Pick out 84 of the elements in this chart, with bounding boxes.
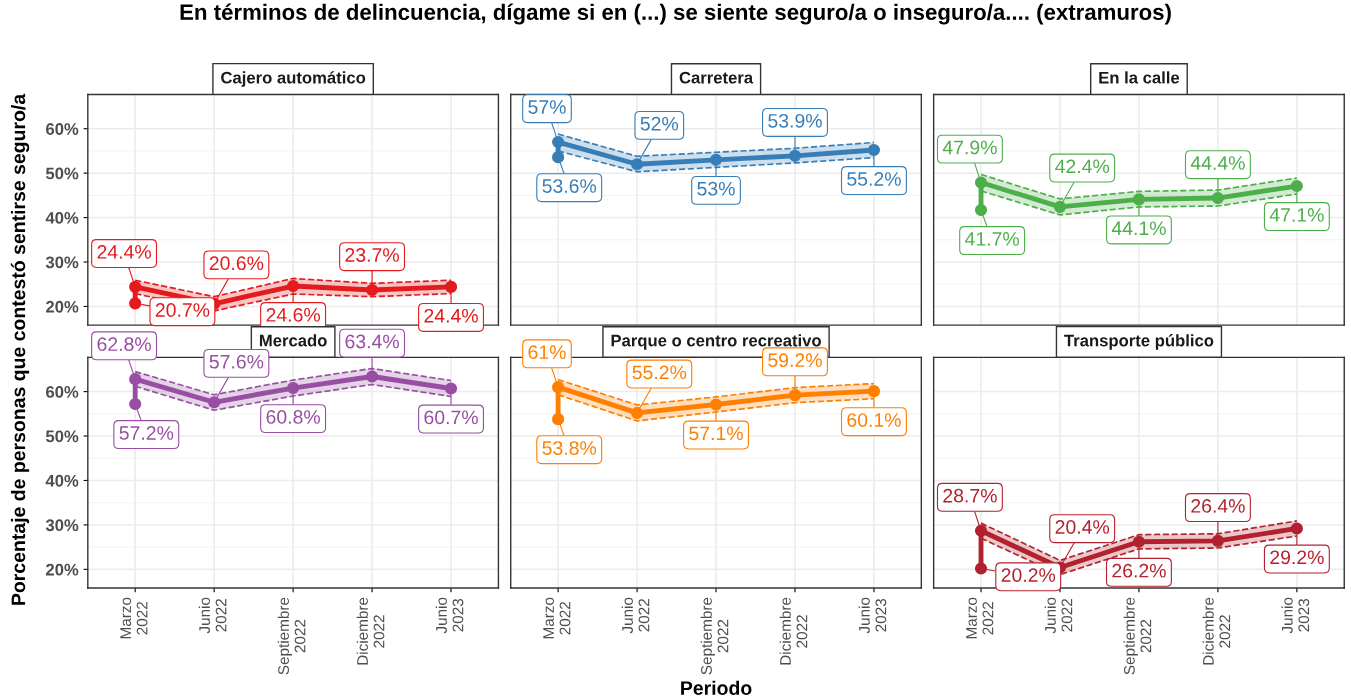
data-label: 28.7% [943,488,997,503]
x-axis-title: Periodo [681,680,752,695]
x-tick-label: Junio 2023 [1281,597,1310,634]
point [630,158,644,171]
data-label: 44.4% [1190,156,1245,170]
data-label: 47.1% [1269,208,1324,222]
data-label: 55.2% [632,365,687,380]
data-label: 42.4% [1055,159,1110,174]
data-label: 55.2% [847,172,901,186]
x-tick-label: Septiembre 2022 [1123,597,1152,675]
x-tick-label: Junio 2023 [435,597,464,634]
data-label: 24.4% [97,245,151,259]
chart-title: Mercado [259,334,327,347]
x-tick-label: Junio 2023 [858,597,887,634]
y-tick-label: 60% [46,123,79,135]
y-tick-label: 50% [45,167,79,180]
x-tick-label: Diciembre 2022 [1202,597,1231,665]
data-label: 63.4% [345,334,399,349]
point [444,280,458,293]
data-label: 57% [528,100,566,114]
data-label: 24.6% [266,308,320,322]
chart-title: Cajero automático [221,71,366,87]
data-label: 47.9% [942,140,997,155]
data-label: 57.6% [209,354,264,369]
y-tick-label: 30% [45,256,79,269]
chart-title: Transporte público [1064,334,1214,350]
data-label: 23.7% [345,248,399,262]
data-label: 26.2% [1112,563,1166,578]
data-label: 24.4% [424,308,478,323]
data-label: 60.1% [847,413,901,427]
data-label: 20.6% [209,256,264,271]
point [1290,179,1303,193]
y-tick-label: 20% [46,563,79,576]
x-tick-label: Junio 2022 [1044,597,1073,634]
point [974,176,988,189]
point [287,279,300,293]
data-label: 57.1% [689,426,743,441]
y-tick-label: 30% [45,519,79,532]
data-label: 26.4% [1191,499,1245,513]
data-label: 61% [528,345,566,360]
y-axis-title: Porcentaje de personas que contestó sentirse seguro/a [10,93,30,605]
data-label: 44.1% [1111,221,1166,236]
data-label: 57.2% [119,426,174,440]
point [709,153,723,166]
x-tick-label: Junio 2022 [198,597,227,634]
data-label: 59.2% [768,353,822,368]
x-tick-label: Diciembre 2022 [356,597,385,665]
y-tick-label: 40% [45,474,79,487]
y-tick-label: 50% [45,430,79,443]
data-label: 52% [640,116,679,131]
data-label: 62.8% [97,337,151,352]
point [1053,200,1067,213]
x-tick-label: Diciembre 2022 [779,597,808,665]
point [366,283,379,297]
chart-title: En la calle [1099,71,1180,84]
data-label: 53% [697,181,735,196]
point [1132,193,1146,206]
x-tick-label: Septiembre 2022 [700,597,729,675]
x-tick-label: Septiembre 2022 [277,597,306,675]
point [867,143,881,157]
point [129,280,142,293]
data-label: 29.2% [1270,550,1324,565]
y-tick-label: 40% [45,211,79,224]
data-label: 20.2% [1001,568,1056,582]
data-label: 20.7% [155,303,210,317]
x-tick-label: Marzo 2022 [543,597,571,639]
y-tick-label: 20% [46,300,79,313]
x-tick-label: Junio 2022 [621,597,650,634]
data-label: 53.9% [768,113,822,128]
x-tick-label: Marzo 2022 [966,597,994,639]
data-label: 20.4% [1055,520,1110,534]
data-label: 53.8% [542,441,597,455]
point [1211,191,1224,205]
chart-title: Parque o centro recreativo [611,334,821,350]
data-label: 53.6% [542,179,597,193]
point [788,149,802,162]
x-tick-label: Marzo 2022 [120,597,148,639]
y-tick-label: 60% [46,386,79,398]
point [552,135,565,149]
data-label: 41.7% [965,232,1020,246]
data-label: 60.8% [266,410,320,424]
chart-title: Carretera [679,71,754,84]
data-label: 60.7% [424,410,478,425]
text: En términos de delincuencia, dígame si en (...) se siente seguro/a o inseguro/a.... (extramuros) [180,3,1171,25]
